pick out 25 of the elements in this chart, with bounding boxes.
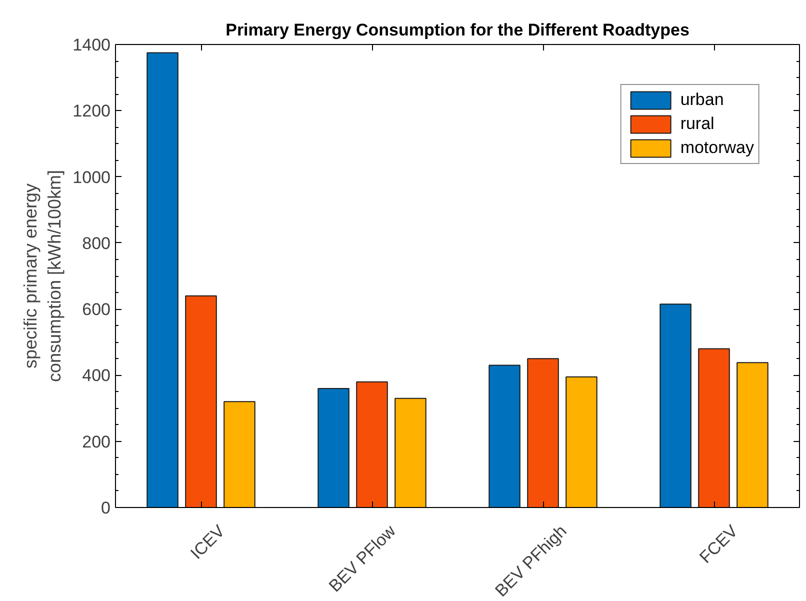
bar [318, 388, 350, 508]
legend-label: urban [680, 90, 724, 110]
bar [488, 364, 520, 508]
y-tick-label: 1200 [72, 102, 111, 121]
y-axis-title: specific primary energy consumption [kWh/100km] [20, 170, 65, 382]
bar [146, 52, 178, 508]
bar [736, 362, 768, 508]
bar [185, 295, 217, 508]
y-tick-label: 600 [82, 300, 111, 320]
bar [566, 376, 598, 508]
bar [660, 304, 692, 508]
legend-label: rural [680, 114, 714, 134]
bar [356, 381, 388, 508]
legend-label: motorway [680, 138, 754, 158]
bar [394, 398, 426, 508]
chart-title: Primary Energy Consumption for the Different Roadtypes [226, 20, 690, 40]
y-tick-label: 200 [82, 432, 111, 452]
bar [224, 401, 256, 508]
y-tick-label: 0 [101, 498, 111, 518]
bar [698, 348, 730, 508]
y-tick-label: 1000 [72, 168, 111, 187]
y-tick-label: 800 [82, 234, 111, 253]
y-tick-label: 1400 [72, 36, 111, 54]
y-tick-label: 400 [82, 366, 111, 386]
bar [527, 358, 559, 508]
